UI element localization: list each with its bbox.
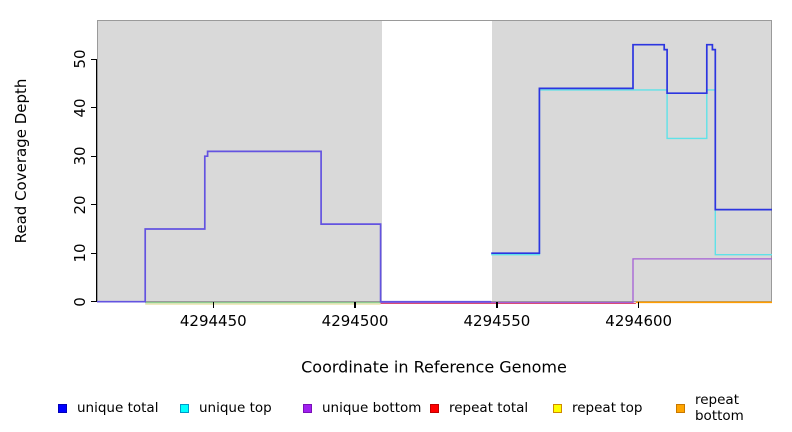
y-tick-mark — [91, 301, 97, 303]
y-tick-mark — [91, 58, 97, 60]
unique-bottom-line — [380, 258, 772, 304]
legend-label-repeat-top: repeat top — [572, 400, 643, 416]
legend-label-repeat-bottom: repeat bottom — [694, 392, 744, 424]
legend-swatch-unique-top — [180, 403, 189, 413]
x-tick-label: 4294600 — [605, 312, 673, 330]
uncovered-region-white-gap — [381, 21, 493, 301]
y-tick-mark — [91, 155, 97, 157]
x-tick-mark — [638, 302, 640, 308]
legend-item-unique-bottom: unique bottom — [303, 400, 421, 416]
y-tick-label: 30 — [71, 146, 89, 166]
legend-swatch-repeat-total — [430, 403, 439, 413]
legend-item-unique-top: unique top — [180, 400, 272, 416]
y-tick-label: 50 — [71, 49, 89, 69]
legend-item-repeat-top: repeat top — [553, 400, 642, 416]
plot-area — [97, 20, 772, 302]
y-axis-line — [96, 59, 98, 302]
x-tick-label: 4294550 — [463, 312, 531, 330]
y-tick-mark — [91, 252, 97, 254]
legend-label-unique-top: unique top — [199, 400, 272, 416]
x-tick-label: 4294500 — [321, 312, 389, 330]
y-tick-label: 20 — [71, 195, 89, 215]
x-tick-mark — [354, 302, 356, 308]
legend-label-repeat-total: repeat total — [449, 400, 529, 416]
legend-label-unique-total: unique total — [77, 400, 159, 416]
unique-total-right — [491, 43, 772, 255]
y-tick-mark — [91, 204, 97, 206]
legend-item-repeat-bottom: repeat bottom — [676, 392, 792, 424]
legend-swatch-unique-total — [58, 403, 67, 413]
legend-swatch-unique-bottom — [303, 403, 312, 413]
x-tick-label: 4294450 — [179, 312, 247, 330]
x-axis-title: Coordinate in Reference Genome — [301, 357, 567, 377]
x-tick-mark — [496, 302, 498, 308]
legend-item-repeat-total: repeat total — [430, 400, 528, 416]
coverage-step-lines — [97, 43, 772, 305]
y-tick-label: 40 — [71, 98, 89, 118]
y-tick-mark — [91, 107, 97, 109]
y-tick-label: 0 — [71, 296, 89, 307]
y-tick-label: 10 — [71, 243, 89, 263]
legend-swatch-repeat-top — [553, 403, 562, 413]
unique-top-line — [491, 89, 772, 256]
legend-label-unique-bottom: unique bottom — [322, 400, 422, 416]
x-tick-mark — [212, 302, 214, 308]
legend-item-unique-total: unique total — [58, 400, 158, 416]
y-axis-title: Read Coverage Depth — [12, 78, 30, 244]
legend-swatch-repeat-bottom — [676, 403, 685, 413]
unique-total-left-overlap-bottom — [97, 150, 492, 303]
